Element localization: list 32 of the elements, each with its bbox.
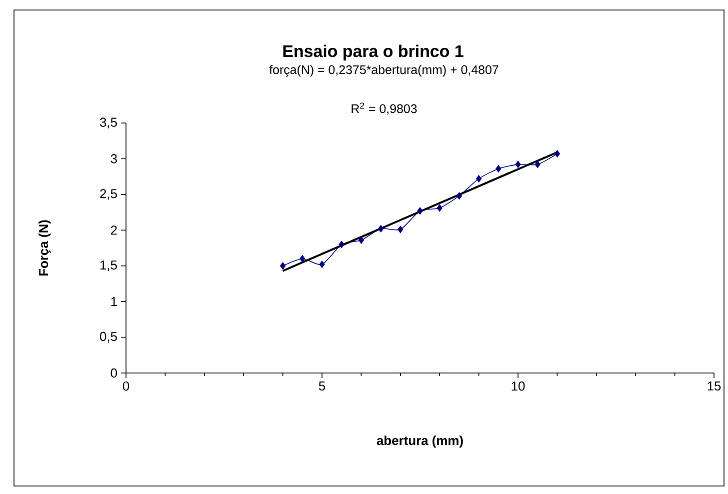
y-axis-title: Força (N): [38, 220, 51, 276]
y-tick-label: 0,5: [100, 332, 117, 343]
x-axis-title: abertura (mm): [376, 436, 463, 448]
x-tick-label: 10: [512, 382, 525, 391]
text: R$^{2}$ = 0,9803: [352, 102, 417, 115]
point: [496, 165, 502, 172]
point: [280, 262, 286, 270]
x-tick-label: 0: [122, 382, 130, 391]
x-tick-label: 5: [318, 382, 326, 391]
point: [398, 226, 404, 234]
y-tick-label: 1: [111, 297, 117, 306]
point: [436, 204, 442, 212]
y-tick-label: 2: [110, 226, 117, 235]
point: [300, 255, 306, 262]
x-tick-label: 15: [708, 382, 721, 391]
y-tick-label: 2,5: [100, 189, 117, 200]
point: [456, 192, 462, 200]
y-tick-label: 1,5: [100, 260, 117, 272]
point: [515, 160, 521, 168]
point: [476, 175, 482, 182]
point: [417, 207, 423, 214]
point: [534, 160, 540, 168]
point: [319, 260, 325, 268]
point: [338, 240, 344, 248]
y-tick-label: 3,5: [100, 118, 117, 128]
y-tick-label: 0: [110, 368, 117, 378]
chart-title: Ensaio para o brinco 1: [283, 44, 464, 61]
y-tick-label: 3: [110, 154, 117, 164]
point: [378, 225, 384, 232]
point: [554, 150, 560, 158]
point: [358, 236, 364, 244]
text: força(N) = 0,2375*abertura(mm) + 0,4807: [269, 64, 498, 77]
